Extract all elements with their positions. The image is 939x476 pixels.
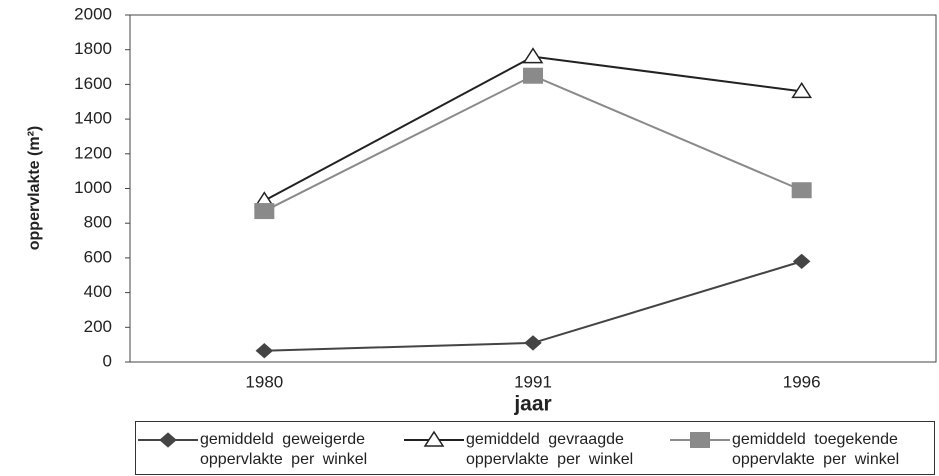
series-line [263,74,803,212]
legend-entry: gemiddeld geweigerde oppervlakte per win… [136,422,402,474]
x-axis-label: jaar [513,393,551,416]
marker-square [523,67,543,84]
marker-square [690,432,710,448]
legend-symbol [138,432,198,448]
marker-diamond [524,335,542,351]
chart: oppervlakte (m²) jaar 0 200 400 600 800 1000 1… [26,4,937,416]
plot-frame [129,14,937,363]
y-tick-label: 0 [103,351,112,370]
y-tick-label: 1000 [74,178,112,197]
marker-diamond [255,343,274,359]
y-tick-label: 1400 [74,109,112,128]
y-tick-label: 1600 [74,74,112,93]
y-tick-label: 1200 [74,143,112,162]
y-tick-label: 400 [84,282,112,301]
x-tick-label: 1980 [245,372,283,391]
marker-diamond [792,253,811,270]
legend-symbol [404,430,464,447]
marker-square [791,182,812,199]
legend-label: gemiddeld toegekende oppervlakte per win… [732,431,900,468]
y-tick-label: 1800 [74,39,112,58]
y-tick-label: 600 [84,247,112,266]
marker-triangle [791,81,813,99]
y-tick-label: 2000 [74,4,112,23]
x-tick-label: 1996 [783,372,821,391]
marker-triangle [522,47,544,64]
marker-square [254,203,275,220]
marker-triangle [423,430,445,447]
legend: gemiddeld geweigerde oppervlakte per win… [135,421,935,475]
legend-label: gemiddeld geweigerde oppervlakte per win… [200,431,368,468]
y-tick-label: 800 [84,213,112,232]
legend-entry: gemiddeld toegekende oppervlakte per win… [668,422,934,474]
y-tick-label: 200 [84,317,112,336]
y-axis-label: oppervlakte (m²) [26,126,43,250]
legend-symbol [670,432,730,448]
legend-entry: gemiddeld gevraagde oppervlakte per wink… [402,422,668,474]
legend-label: gemiddeld gevraagde oppervlakte per wink… [466,431,634,468]
x-tick-label: 1991 [514,372,552,391]
marker-diamond [159,432,177,448]
